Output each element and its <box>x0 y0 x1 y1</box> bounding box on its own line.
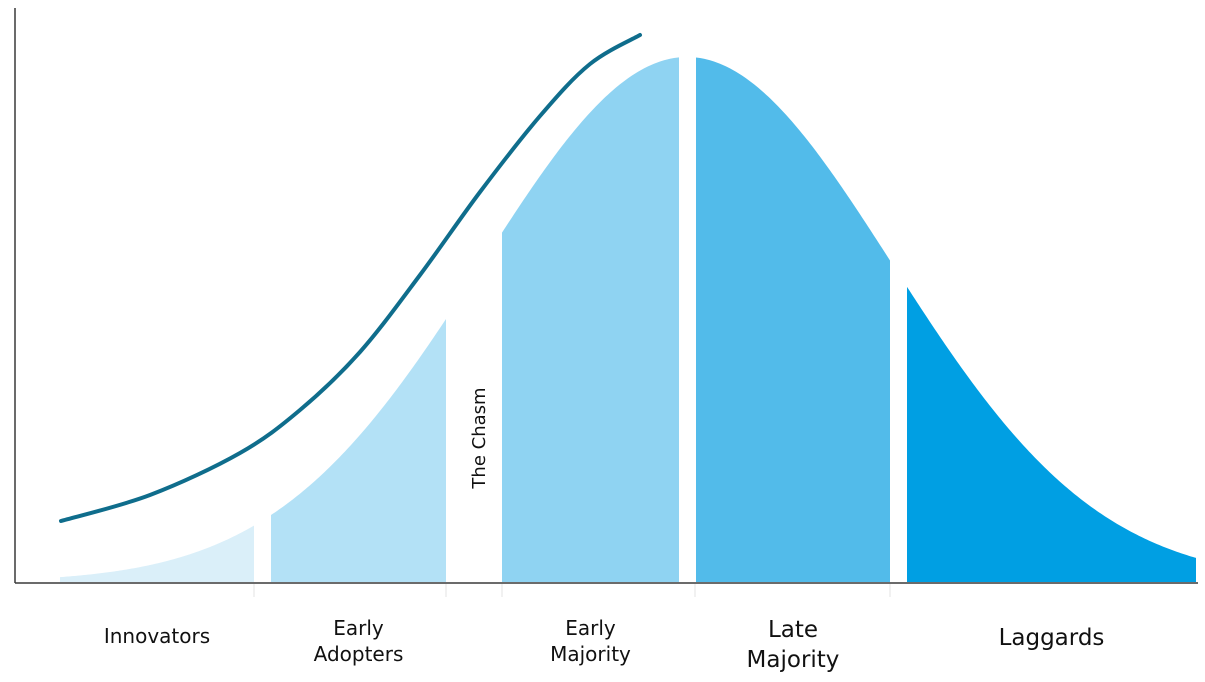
segment-areas <box>60 57 1196 582</box>
segment-label-laggards: Laggards <box>999 625 1105 651</box>
segment-label-line: Adopters <box>314 642 404 666</box>
segment-area-innovators <box>60 525 254 582</box>
segment-label-line: Early <box>333 616 384 640</box>
segment-label-late-majority: Late Majority <box>747 617 840 673</box>
cumulative-adoption-curve <box>59 33 642 523</box>
segment-area-early-adopters <box>271 318 446 582</box>
segment-label-line: Majority <box>747 647 840 673</box>
segment-area-late-majority <box>696 57 890 582</box>
segment-label-line: Majority <box>550 642 631 666</box>
segment-label-innovators: Innovators <box>104 624 210 648</box>
segment-divider-ticks <box>253 584 891 597</box>
segment-label-line: Innovators <box>104 624 210 648</box>
segment-area-laggards <box>907 286 1196 582</box>
segment-label-line: Late <box>768 617 818 643</box>
segment-area-early-majority <box>502 57 679 582</box>
segment-label-early-adopters: Early Adopters <box>314 616 404 666</box>
segment-label-early-majority: Early Majority <box>550 616 631 666</box>
chasm-label: The Chasm <box>469 387 490 489</box>
segment-label-line: Laggards <box>999 625 1105 651</box>
segment-label-line: Early <box>565 616 616 640</box>
